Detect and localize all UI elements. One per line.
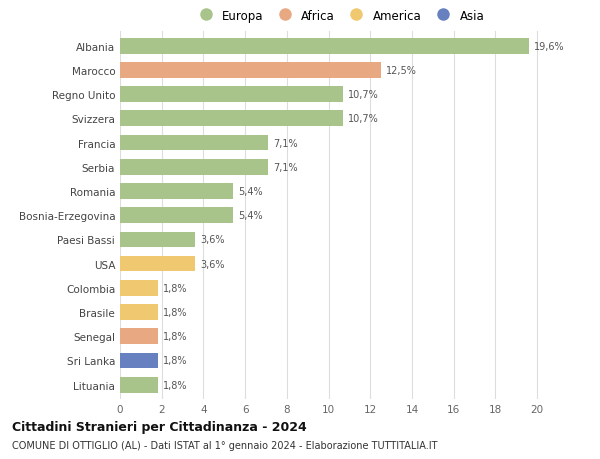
Bar [120,63,381,78]
Text: 1,8%: 1,8% [163,308,187,317]
Text: 7,1%: 7,1% [273,162,298,173]
Bar [120,135,268,151]
Bar [120,353,158,369]
Text: 10,7%: 10,7% [349,114,379,124]
Text: COMUNE DI OTTIGLIO (AL) - Dati ISTAT al 1° gennaio 2024 - Elaborazione TUTTITALI: COMUNE DI OTTIGLIO (AL) - Dati ISTAT al … [12,440,437,450]
Bar [120,208,233,224]
Bar [120,184,233,199]
Legend: Europa, Africa, America, Asia: Europa, Africa, America, Asia [194,10,484,22]
Text: 19,6%: 19,6% [534,42,565,51]
Text: 10,7%: 10,7% [349,90,379,100]
Bar [120,304,158,320]
Text: 5,4%: 5,4% [238,211,262,221]
Text: 1,8%: 1,8% [163,356,187,366]
Bar [120,111,343,127]
Text: Cittadini Stranieri per Cittadinanza - 2024: Cittadini Stranieri per Cittadinanza - 2… [12,420,307,433]
Text: 1,8%: 1,8% [163,380,187,390]
Bar [120,329,158,344]
Bar [120,39,529,55]
Bar [120,256,195,272]
Text: 1,8%: 1,8% [163,283,187,293]
Text: 3,6%: 3,6% [200,259,225,269]
Bar [120,232,195,248]
Text: 3,6%: 3,6% [200,235,225,245]
Bar [120,160,268,175]
Bar [120,87,343,103]
Text: 12,5%: 12,5% [386,66,417,76]
Text: 7,1%: 7,1% [273,138,298,148]
Bar [120,377,158,393]
Text: 5,4%: 5,4% [238,186,262,196]
Bar [120,280,158,296]
Text: 1,8%: 1,8% [163,331,187,341]
